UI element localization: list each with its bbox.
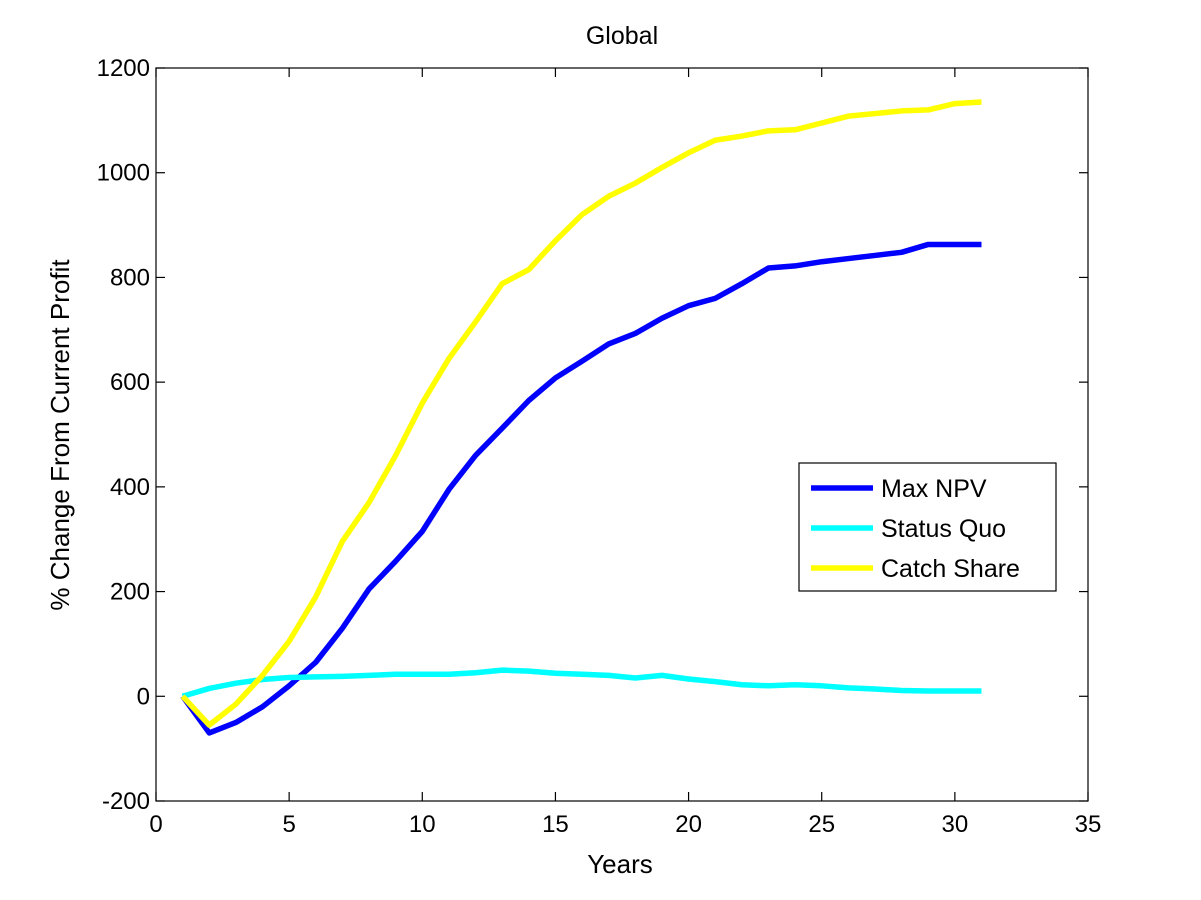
x-tick-label: 0 (149, 811, 162, 838)
x-axis-title: Years (587, 849, 653, 879)
y-tick-label: 400 (110, 474, 150, 501)
y-tick-label: 800 (110, 264, 150, 291)
y-tick-label: 0 (137, 683, 150, 710)
x-tick-label: 20 (675, 811, 702, 838)
chart-title: Global (586, 22, 658, 50)
x-tick-label: 10 (409, 811, 436, 838)
legend-label-max-npv: Max NPV (881, 475, 987, 503)
series-line-max-npv (180, 241, 982, 736)
series-lines (180, 99, 982, 736)
y-axis-title: % Change From Current Profit (45, 259, 75, 611)
y-tick-label: 1000 (97, 160, 150, 187)
y-tick-label: 1200 (97, 55, 150, 82)
series-line-status-quo (181, 667, 982, 699)
x-tick-label: 25 (808, 811, 835, 838)
x-tick-label: 35 (1075, 811, 1102, 838)
x-tick-label: 30 (942, 811, 969, 838)
y-tick-label: 600 (110, 369, 150, 396)
y-tick-label: 200 (110, 579, 150, 606)
y-tick-label: -200 (102, 788, 150, 815)
legend-label-catch-share: Catch Share (881, 555, 1020, 583)
series-line-catch-share (180, 99, 982, 728)
legend-label-status-quo: Status Quo (881, 515, 1006, 543)
legend: Max NPV Status Quo Catch Share (798, 462, 1057, 592)
x-tick-label: 15 (542, 811, 569, 838)
x-tick-label: 5 (282, 811, 295, 838)
plot-frame (155, 67, 1089, 802)
